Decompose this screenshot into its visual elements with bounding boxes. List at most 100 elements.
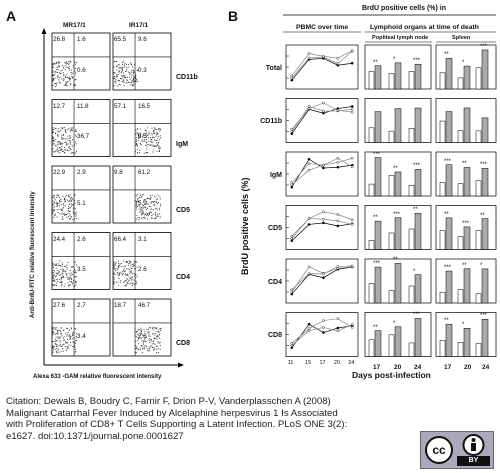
event-dot (62, 210, 64, 212)
event-dot (131, 84, 134, 87)
event-dot (57, 278, 59, 280)
event-dot (72, 265, 74, 268)
event-dot (75, 79, 77, 81)
event-dot (61, 265, 63, 267)
event-dot (142, 204, 144, 207)
event-dot (54, 144, 56, 146)
quadrant-percentage: 22.9 (53, 169, 66, 176)
event-dot (63, 277, 65, 279)
event-dot (138, 204, 140, 207)
event-dot (139, 211, 141, 213)
bar-ir (414, 212, 422, 250)
event-dot (74, 346, 76, 348)
event-dot (145, 133, 147, 135)
event-dot (54, 340, 56, 342)
event-dot (152, 151, 154, 153)
event-dot (69, 338, 71, 340)
bar-mr (457, 342, 464, 357)
event-dot (156, 145, 158, 147)
event-dot (68, 150, 70, 152)
event-dot (75, 215, 77, 217)
event-dot (52, 204, 54, 206)
event-dot (69, 337, 71, 340)
event-dot (67, 332, 69, 334)
event-dot (69, 62, 71, 64)
organ-day-label: 17 (373, 363, 381, 371)
event-dot (140, 329, 142, 331)
event-dot (72, 283, 74, 285)
event-dot (131, 279, 133, 281)
event-dot (156, 334, 158, 336)
event-dot (121, 68, 124, 70)
event-dot (69, 211, 71, 213)
event-dot (149, 211, 151, 213)
event-dot (133, 80, 135, 82)
event-dot (55, 62, 58, 64)
event-dot (131, 277, 133, 279)
event-dot (64, 131, 66, 133)
event-dot (129, 72, 131, 74)
event-dot (136, 204, 138, 206)
event-dot (125, 285, 127, 287)
event-dot (141, 339, 143, 341)
event-dot (68, 66, 70, 68)
event-dot (143, 335, 145, 337)
significance-marker: *** (444, 158, 452, 165)
event-dot (60, 281, 62, 283)
event-dot (141, 196, 143, 198)
event-dot (128, 63, 130, 66)
significance-marker: ** (413, 207, 418, 214)
data-point (322, 163, 325, 167)
event-dot (125, 280, 127, 282)
event-dot (64, 69, 66, 71)
significance-marker: ** (444, 52, 449, 59)
event-dot (63, 285, 65, 287)
significance-marker: ** (480, 212, 485, 219)
event-dot (130, 63, 132, 65)
event-dot (135, 139, 137, 141)
event-dot (135, 77, 137, 79)
event-dot (145, 137, 147, 139)
event-dot (135, 141, 137, 143)
event-dot (76, 217, 78, 220)
event-dot (53, 62, 56, 64)
event-dot (55, 264, 57, 266)
marker-label-igm: IgM (176, 140, 189, 148)
event-dot (135, 75, 137, 77)
event-dot (66, 328, 69, 330)
event-dot (151, 217, 153, 219)
event-dot (141, 212, 144, 214)
event-dot (148, 348, 150, 350)
data-point (336, 56, 340, 60)
event-dot (67, 67, 69, 69)
event-dot (60, 332, 62, 334)
event-dot (150, 344, 152, 347)
event-dot (156, 327, 158, 329)
bar-ir (445, 270, 453, 304)
event-dot (75, 281, 77, 283)
bar-mr (408, 342, 415, 357)
event-dot (57, 75, 59, 77)
pbmc-line-plot (285, 44, 359, 90)
event-dot (62, 273, 64, 275)
event-dot (65, 271, 67, 273)
event-dot (61, 150, 63, 152)
event-dot (130, 270, 132, 272)
data-point (322, 331, 325, 334)
event-dot (59, 279, 61, 281)
significance-marker: *** (413, 163, 421, 170)
event-dot (145, 209, 147, 211)
event-dot (57, 194, 59, 196)
event-dot (122, 269, 124, 271)
bar-ir (394, 108, 402, 143)
event-dot (57, 65, 59, 67)
event-dot (158, 139, 160, 141)
event-dot (56, 330, 58, 332)
data-point (322, 272, 325, 276)
event-dot (72, 64, 74, 66)
event-dot (146, 145, 148, 147)
event-dot (56, 196, 58, 198)
event-dot (57, 141, 59, 143)
cc-by-badge[interactable]: cc BY (420, 431, 494, 469)
bar-mr (475, 67, 482, 90)
